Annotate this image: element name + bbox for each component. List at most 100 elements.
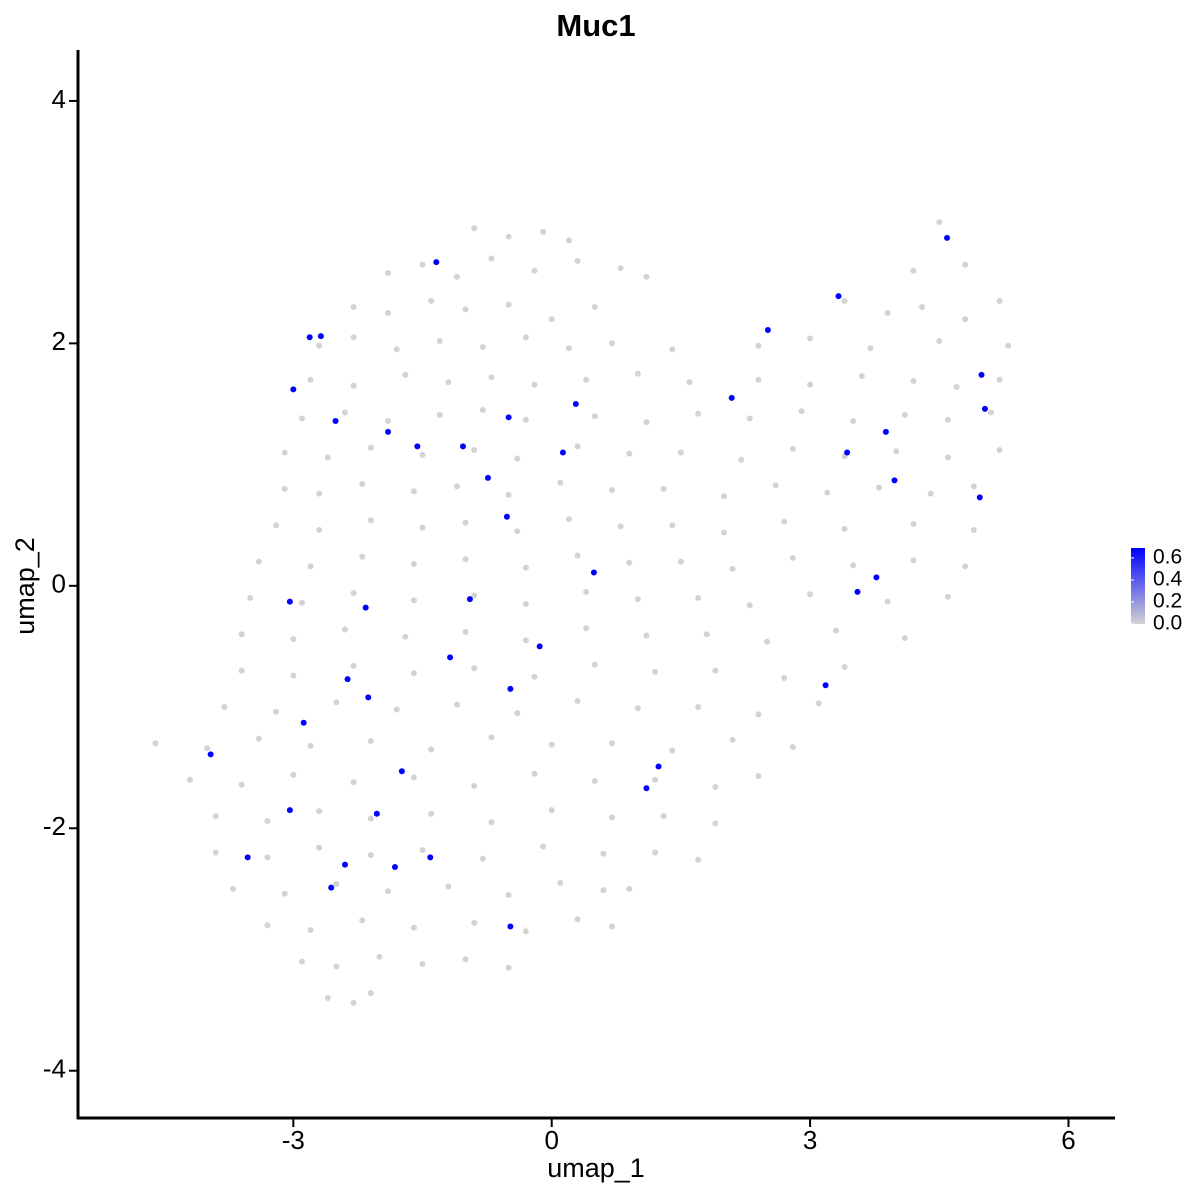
point [882, 428, 889, 435]
point [643, 273, 650, 280]
point [764, 327, 771, 334]
point [385, 888, 392, 895]
point [559, 449, 566, 456]
point [574, 697, 581, 704]
y-tick-label: 2 [52, 326, 66, 356]
point [385, 270, 392, 277]
point [471, 782, 478, 789]
point [307, 927, 314, 934]
point [462, 519, 469, 526]
point [634, 705, 641, 712]
point [359, 480, 366, 487]
point [385, 310, 392, 317]
point [488, 734, 495, 741]
point [944, 234, 951, 241]
point [398, 768, 405, 775]
point [316, 527, 323, 534]
point [290, 771, 297, 778]
point [307, 742, 314, 749]
point [772, 482, 779, 489]
point [505, 414, 512, 421]
point [445, 379, 452, 386]
point [703, 631, 710, 638]
point [207, 751, 214, 758]
point [643, 419, 650, 426]
y-tick-label: -2 [43, 811, 66, 841]
point [419, 451, 426, 458]
point [385, 417, 392, 424]
point [876, 484, 883, 491]
point [531, 673, 538, 680]
point [479, 855, 486, 862]
point [835, 293, 842, 300]
point [462, 628, 469, 635]
point [445, 883, 452, 890]
point [695, 594, 702, 601]
point [488, 255, 495, 262]
point [962, 563, 969, 570]
point [410, 560, 417, 567]
point [333, 699, 340, 706]
point [479, 344, 486, 351]
point [286, 598, 293, 605]
x-tick-label: 3 [803, 1125, 817, 1155]
point [290, 636, 297, 643]
point [531, 267, 538, 274]
point [344, 676, 351, 683]
x-tick-label: -3 [282, 1125, 305, 1155]
point [824, 489, 831, 496]
point [609, 923, 616, 930]
point [447, 654, 454, 661]
point [590, 569, 597, 576]
point [841, 664, 848, 671]
point [910, 267, 917, 274]
point [807, 335, 814, 342]
point [453, 483, 460, 490]
point [391, 864, 398, 871]
point [643, 632, 650, 639]
point [981, 405, 988, 412]
point [832, 627, 839, 634]
point [600, 887, 607, 894]
point [427, 854, 434, 861]
point [789, 554, 796, 561]
point [617, 265, 624, 272]
point [626, 885, 633, 892]
point [328, 884, 335, 891]
point [695, 856, 702, 863]
point [944, 454, 951, 461]
point [385, 428, 392, 435]
point [350, 999, 357, 1006]
point [531, 381, 538, 388]
point [505, 301, 512, 308]
point [333, 881, 340, 888]
point [583, 625, 590, 632]
point [850, 562, 857, 569]
point [962, 316, 969, 323]
point [591, 661, 598, 668]
point [764, 638, 771, 645]
point [850, 417, 857, 424]
point [901, 411, 908, 418]
point [342, 409, 349, 416]
point [428, 810, 435, 817]
point [393, 706, 400, 713]
point [471, 225, 478, 232]
point [574, 552, 581, 559]
point [522, 928, 529, 935]
point [186, 776, 193, 783]
point [212, 849, 219, 856]
point [634, 370, 641, 377]
point [841, 525, 848, 532]
point [316, 490, 323, 497]
point [609, 340, 616, 347]
point [264, 922, 271, 929]
point [342, 626, 349, 633]
point [781, 674, 788, 681]
point [414, 443, 421, 450]
point [505, 233, 512, 240]
point [255, 558, 262, 565]
point [505, 491, 512, 498]
point [281, 485, 288, 492]
point [436, 411, 443, 418]
